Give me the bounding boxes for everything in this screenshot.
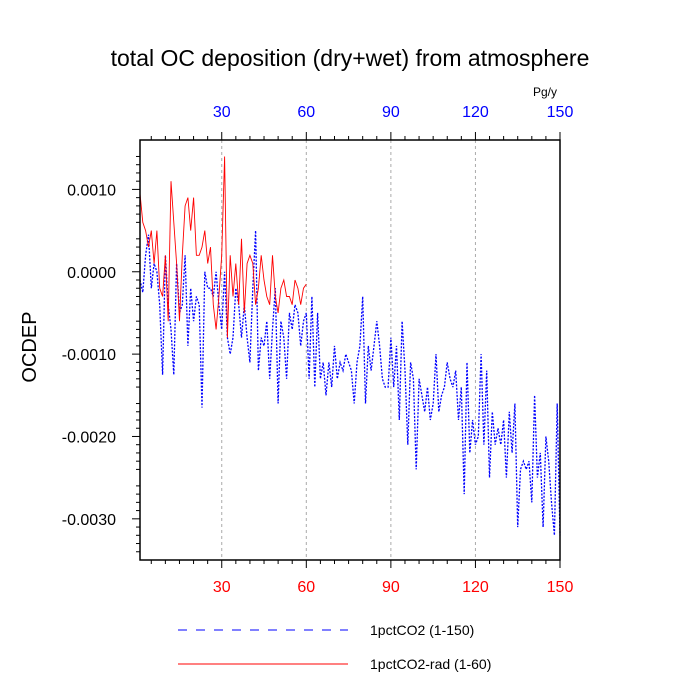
y-tick-label: -0.0010 <box>62 347 116 364</box>
x-tick-label-top: 30 <box>213 104 231 121</box>
legend-label-1pctco2: 1pctCO2 (1-150) <box>370 622 474 638</box>
x-tick-label-top: 90 <box>382 104 400 121</box>
grid-lines <box>221 140 561 560</box>
plot-frame <box>139 139 561 561</box>
x-tick-label-top: 150 <box>547 104 574 121</box>
unit-label: Pg/y <box>533 85 557 99</box>
axis-ticks <box>132 132 561 568</box>
legend-label-1pctco2-rad: 1pctCO2-rad (1-60) <box>370 656 491 672</box>
y-axis-label: OCDEP <box>19 311 41 382</box>
y-tick-label: -0.0030 <box>62 512 116 529</box>
y-tick-label: 0.0000 <box>67 265 116 282</box>
x-tick-label-top: 120 <box>462 104 489 121</box>
series-line-1pctco2 <box>139 230 561 536</box>
x-tick-label-top: 60 <box>297 104 315 121</box>
series-layer <box>139 156 561 536</box>
x-tick-label-bottom: 120 <box>462 579 489 596</box>
legend: 1pctCO2 (1-150) 1pctCO2-rad (1-60) <box>178 622 491 672</box>
series-line-1pctco2-rad <box>139 156 307 338</box>
y-tick-label: -0.0020 <box>62 429 116 446</box>
y-tick-label: 0.0010 <box>67 182 116 199</box>
x-tick-label-bottom: 60 <box>297 579 315 596</box>
axis-tick-labels: 30 30 60 60 90 90 120 120 150 150 0.0010 0.0000 -0.0… <box>62 104 574 596</box>
x-tick-label-bottom: 150 <box>547 579 574 596</box>
x-tick-label-bottom: 30 <box>213 579 231 596</box>
x-tick-label-bottom: 90 <box>382 579 400 596</box>
chart-title: total OC deposition (dry+wet) from atmos… <box>111 45 590 71</box>
